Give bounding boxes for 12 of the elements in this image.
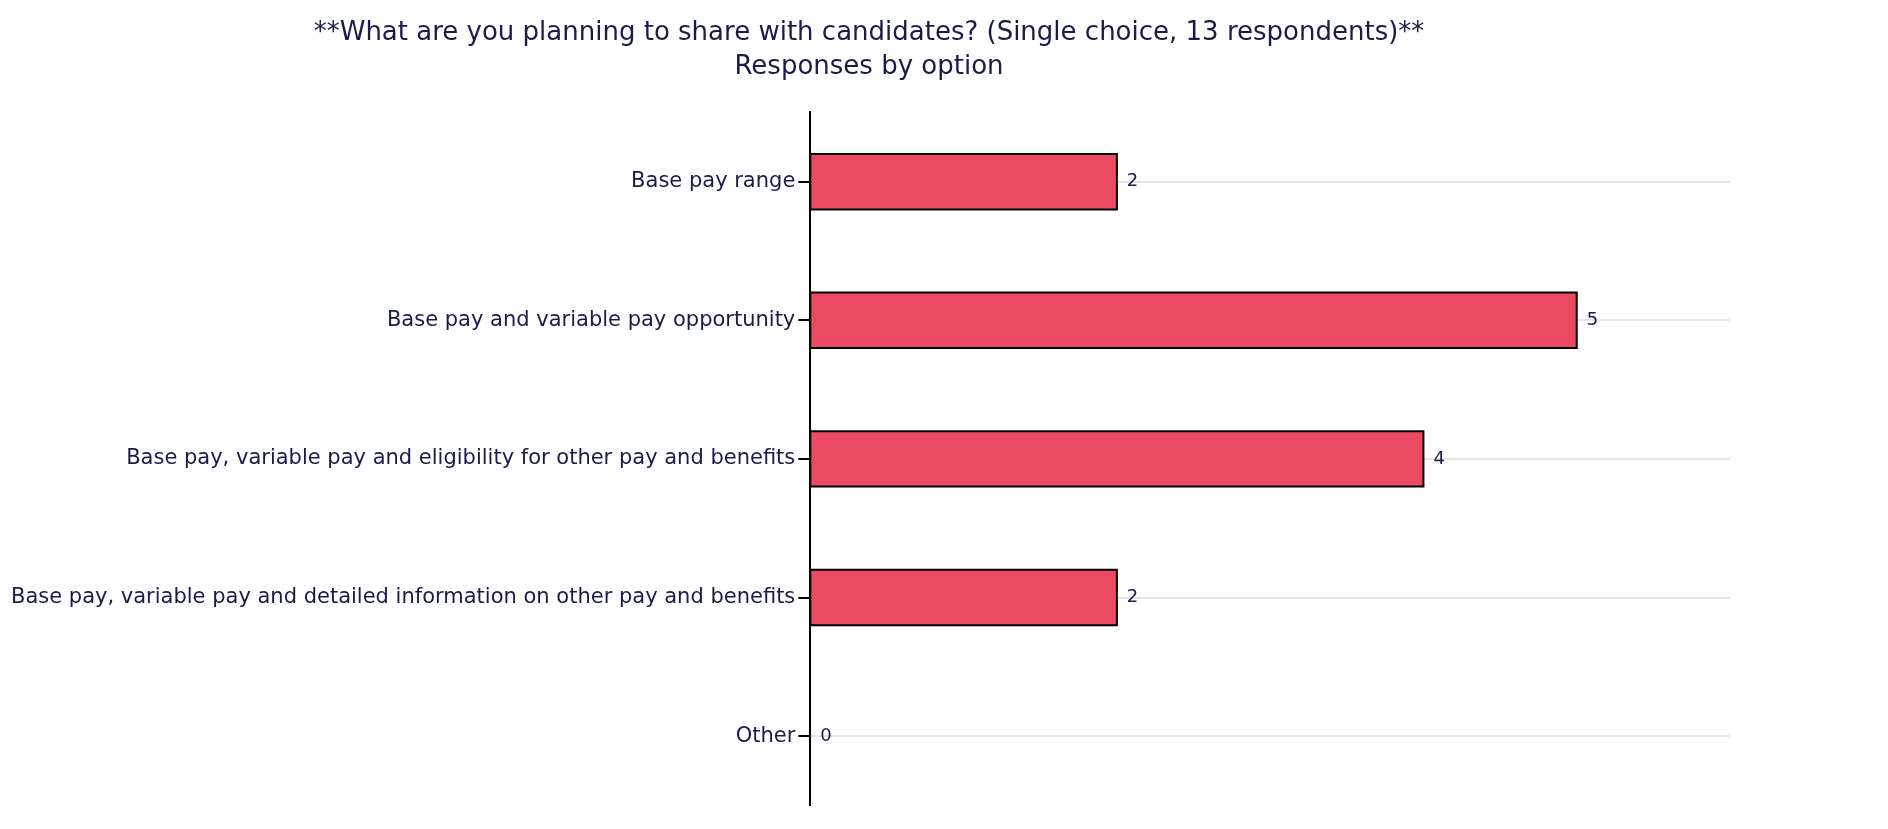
data-label: 2 <box>1126 585 1139 607</box>
y-tick-label: Base pay, variable pay and detailed information on other pay and benefits <box>11 583 796 608</box>
data-label: 0 <box>820 723 832 745</box>
chart-subtitle: Responses by option <box>734 49 1004 80</box>
data-label: 5 <box>1586 307 1599 329</box>
y-tick-label: Base pay and variable pay opportunity <box>386 306 796 331</box>
data-label: 4 <box>1433 446 1445 468</box>
y-tick-label: Base pay, variable pay and eligibility for other pay and benefits <box>126 445 796 470</box>
data-label: 2 <box>1126 169 1139 191</box>
chart-title: **What are you planning to share with candidates? (Single choice, 13 respondents)** <box>313 16 1425 47</box>
y-tick-label: Other <box>735 722 796 747</box>
y-tick-label: Base pay range <box>631 168 796 193</box>
